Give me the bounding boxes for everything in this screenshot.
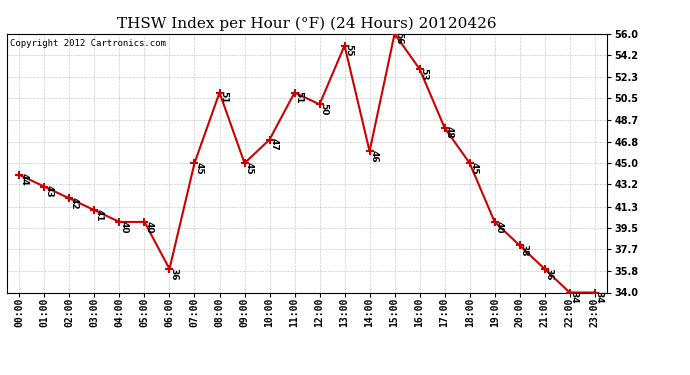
Text: 47: 47: [269, 138, 278, 151]
Text: 40: 40: [494, 220, 503, 233]
Title: THSW Index per Hour (°F) (24 Hours) 20120426: THSW Index per Hour (°F) (24 Hours) 2012…: [117, 17, 497, 31]
Text: 51: 51: [219, 91, 228, 104]
Text: 40: 40: [144, 220, 153, 233]
Text: 43: 43: [44, 185, 53, 198]
Text: 45: 45: [469, 162, 478, 174]
Text: 36: 36: [544, 268, 553, 280]
Text: 45: 45: [194, 162, 203, 174]
Text: 34: 34: [569, 291, 578, 304]
Text: 40: 40: [119, 220, 128, 233]
Text: 55: 55: [344, 44, 353, 57]
Text: 45: 45: [244, 162, 253, 174]
Text: Copyright 2012 Cartronics.com: Copyright 2012 Cartronics.com: [10, 39, 166, 48]
Text: 48: 48: [444, 126, 453, 139]
Text: 46: 46: [369, 150, 378, 163]
Text: 36: 36: [169, 268, 178, 280]
Text: 42: 42: [69, 197, 78, 210]
Text: 56: 56: [394, 32, 403, 45]
Text: 34: 34: [594, 291, 603, 304]
Text: 44: 44: [19, 174, 28, 186]
Text: 50: 50: [319, 103, 328, 115]
Text: 38: 38: [520, 244, 529, 256]
Text: 51: 51: [294, 91, 303, 104]
Text: 53: 53: [420, 68, 428, 80]
Text: 41: 41: [94, 209, 103, 221]
